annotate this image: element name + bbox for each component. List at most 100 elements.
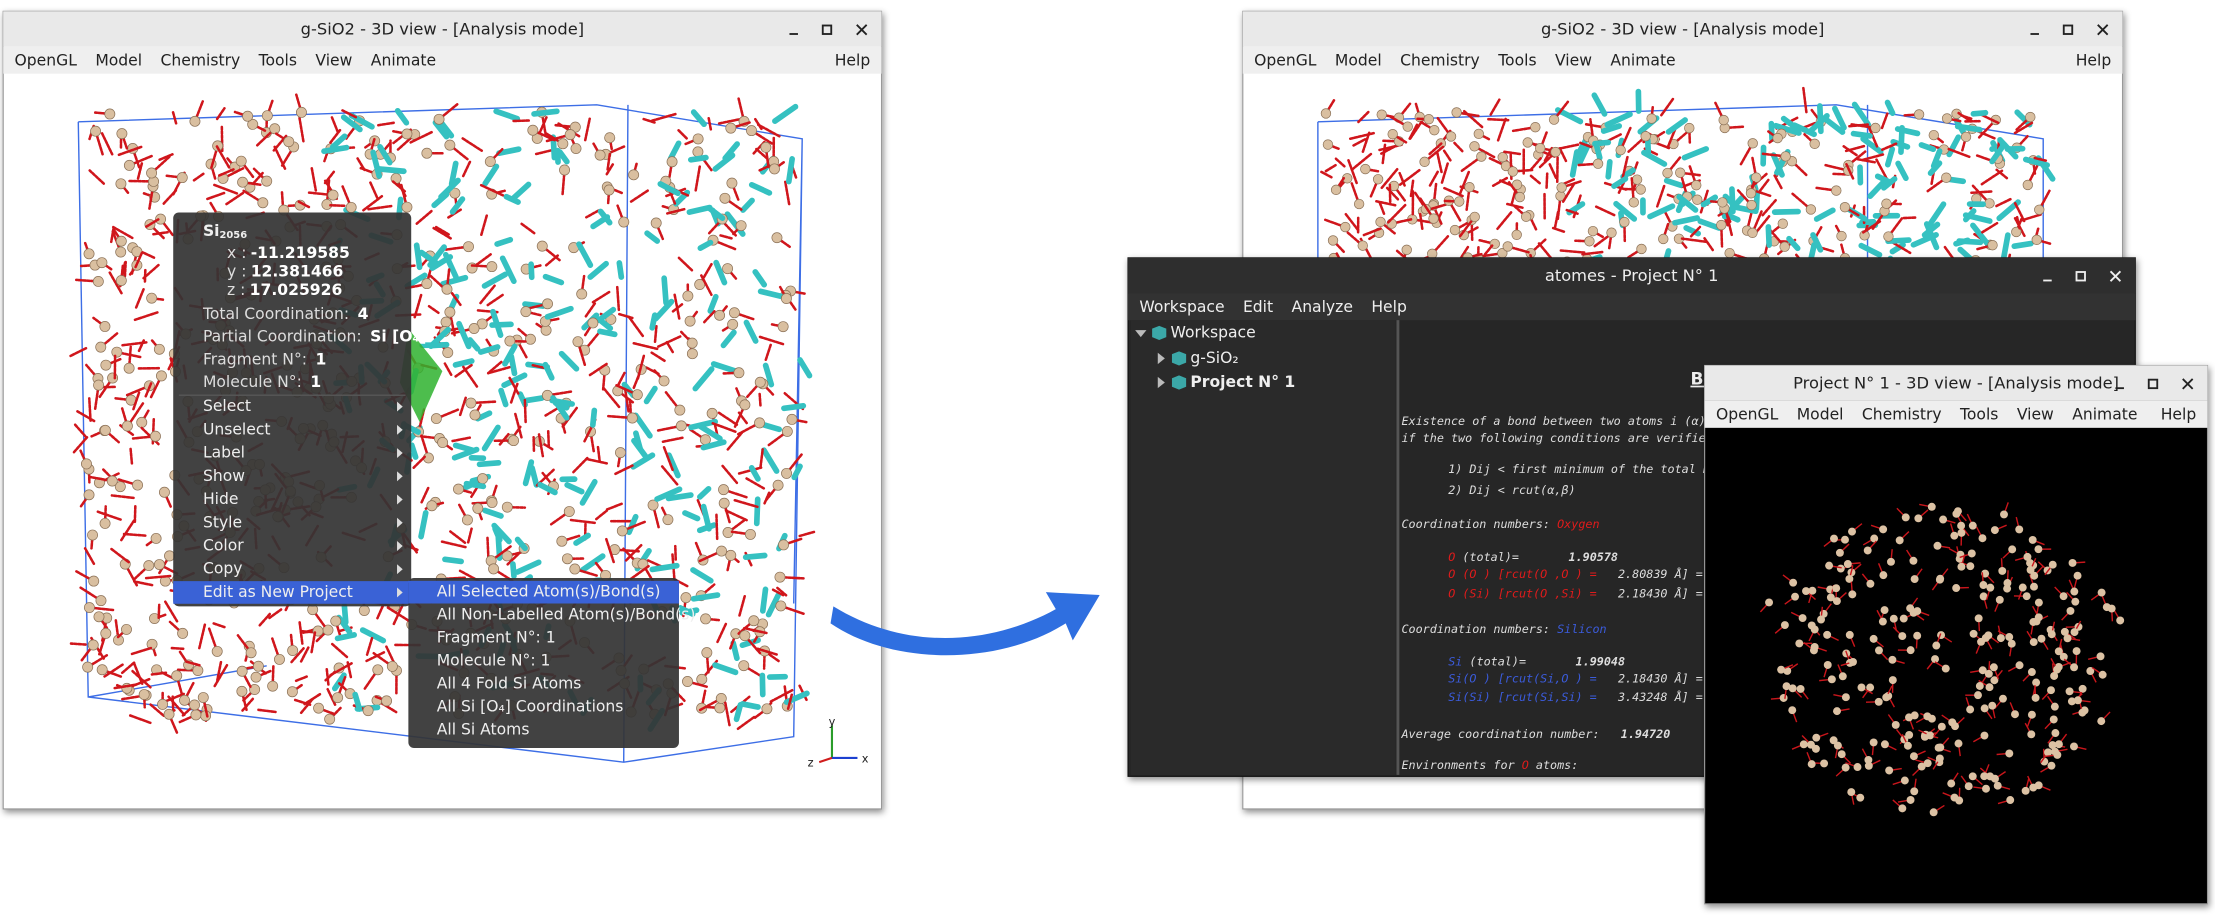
menu-item[interactable]: Chemistry bbox=[161, 51, 241, 69]
menu-item[interactable]: All Non-Labelled Atom(s)/Bond(s) bbox=[437, 606, 696, 624]
menu-item[interactable]: Chemistry bbox=[1862, 406, 1942, 424]
menu-item[interactable]: All Si [O₄] Coordinations bbox=[437, 697, 624, 715]
menu-item[interactable]: Label bbox=[203, 444, 245, 462]
bond bbox=[130, 669, 152, 689]
close-button[interactable] bbox=[2182, 378, 2194, 390]
menu-item[interactable]: All 4 Fold Si Atoms bbox=[437, 674, 582, 692]
bond bbox=[1850, 130, 1873, 139]
bond bbox=[755, 147, 769, 160]
menu-item[interactable]: Molecule N°: 1 bbox=[437, 652, 551, 670]
menu-item[interactable]: Color bbox=[203, 536, 244, 554]
atom bbox=[1387, 129, 1398, 140]
atom bbox=[269, 123, 281, 135]
atom bbox=[1360, 163, 1371, 175]
menu-item[interactable]: Tools bbox=[1959, 406, 1998, 424]
tree-item[interactable]: Workspace bbox=[1171, 323, 1256, 341]
maximize-button[interactable] bbox=[2147, 378, 2159, 390]
maximize-button[interactable] bbox=[2062, 24, 2074, 35]
bond bbox=[96, 510, 124, 522]
bond bbox=[493, 108, 521, 122]
report-text: Silicon bbox=[1557, 622, 1607, 636]
bond bbox=[1858, 242, 1883, 258]
menu-item[interactable]: Model bbox=[1335, 51, 1382, 69]
menu-item[interactable]: All Si Atoms bbox=[437, 720, 530, 738]
atom bbox=[1880, 740, 1889, 749]
atom bbox=[2047, 630, 2056, 639]
menu-item[interactable]: Model bbox=[1797, 406, 1844, 424]
menu-item[interactable]: Show bbox=[203, 467, 245, 485]
menu-item[interactable]: Tools bbox=[1497, 51, 1536, 69]
menu-item[interactable]: Style bbox=[203, 513, 242, 531]
menu-item[interactable]: Animate bbox=[2072, 406, 2137, 424]
window-title: g-SiO2 - 3D view - [Analysis mode] bbox=[1541, 19, 1824, 38]
atom bbox=[1788, 684, 1797, 693]
menu-item[interactable]: Workspace bbox=[1139, 298, 1224, 316]
report-text: Si(O ) [rcut(Si,O ) = bbox=[1448, 671, 1597, 685]
bond bbox=[690, 592, 721, 602]
bond bbox=[1981, 221, 1999, 234]
tree-item[interactable]: g-SiO₂ bbox=[1190, 349, 1238, 367]
bond bbox=[1537, 242, 1553, 260]
window-title: g-SiO2 - 3D view - [Analysis mode] bbox=[301, 19, 584, 38]
maximize-button[interactable] bbox=[2075, 271, 2086, 282]
atom bbox=[1628, 197, 1639, 208]
menu-item[interactable]: View bbox=[1555, 51, 1592, 69]
bond bbox=[629, 189, 649, 204]
close-button[interactable] bbox=[856, 24, 868, 36]
menu-item[interactable]: Help bbox=[2076, 51, 2112, 69]
atom bbox=[1646, 113, 1657, 124]
menu-item[interactable]: Tools bbox=[258, 51, 297, 69]
menu-item[interactable]: Analyze bbox=[1292, 298, 1353, 316]
bond bbox=[1930, 148, 1943, 169]
atom bbox=[362, 705, 374, 717]
menu-item[interactable]: View bbox=[315, 51, 352, 69]
submenu-arrow bbox=[397, 517, 403, 528]
menu-item[interactable]: Unselect bbox=[203, 420, 271, 438]
atom bbox=[1979, 581, 1988, 589]
atom bbox=[2031, 234, 2042, 246]
bond bbox=[643, 385, 658, 405]
atom bbox=[1870, 534, 1879, 543]
menu-item[interactable]: OpenGL bbox=[1254, 51, 1317, 69]
menu-item[interactable]: Help bbox=[835, 51, 871, 69]
menu-item[interactable]: Edit as New Project bbox=[203, 583, 353, 601]
atom bbox=[158, 486, 170, 498]
menu-item[interactable]: Fragment N°: 1 bbox=[437, 629, 556, 647]
bond bbox=[2033, 156, 2049, 163]
menu-item[interactable]: Chemistry bbox=[1400, 51, 1480, 69]
menu-item[interactable]: All Selected Atom(s)/Bond(s) bbox=[437, 583, 661, 601]
menu-item[interactable]: OpenGL bbox=[15, 51, 78, 69]
menu-item[interactable]: Copy bbox=[203, 560, 243, 578]
bond bbox=[341, 109, 358, 119]
maximize-button[interactable] bbox=[821, 24, 833, 35]
close-button[interactable] bbox=[2097, 24, 2109, 36]
menu-item[interactable]: Animate bbox=[1610, 51, 1675, 69]
bond bbox=[696, 423, 723, 442]
bond bbox=[700, 503, 712, 532]
menu-item[interactable]: View bbox=[2017, 406, 2054, 424]
menu-item[interactable]: Edit bbox=[1243, 298, 1273, 316]
bond bbox=[298, 621, 304, 645]
menu-item[interactable]: OpenGL bbox=[1716, 406, 1779, 424]
menu-item[interactable]: Select bbox=[203, 397, 251, 415]
close-button[interactable] bbox=[2109, 270, 2122, 282]
bond bbox=[1768, 120, 1775, 143]
menu-item[interactable]: Model bbox=[95, 51, 142, 69]
menu-item[interactable]: Help bbox=[1371, 298, 1407, 316]
tree-item[interactable]: Project N° 1 bbox=[1190, 373, 1295, 391]
menu-item[interactable]: Hide bbox=[203, 490, 239, 508]
report-line: Coordination numbers: Oxygen bbox=[1401, 517, 1599, 531]
atom bbox=[295, 106, 307, 118]
atom bbox=[1941, 113, 1953, 124]
menu-item[interactable]: Help bbox=[2161, 406, 2197, 424]
atom bbox=[150, 430, 161, 442]
expander[interactable] bbox=[1157, 352, 1165, 365]
bond bbox=[765, 592, 781, 618]
bond bbox=[591, 290, 611, 304]
menu-item[interactable]: Animate bbox=[371, 51, 436, 69]
bond bbox=[1558, 147, 1568, 163]
atom bbox=[327, 189, 339, 201]
expander[interactable] bbox=[1157, 376, 1165, 389]
expander[interactable] bbox=[1135, 330, 1147, 338]
bond bbox=[1962, 212, 1993, 224]
